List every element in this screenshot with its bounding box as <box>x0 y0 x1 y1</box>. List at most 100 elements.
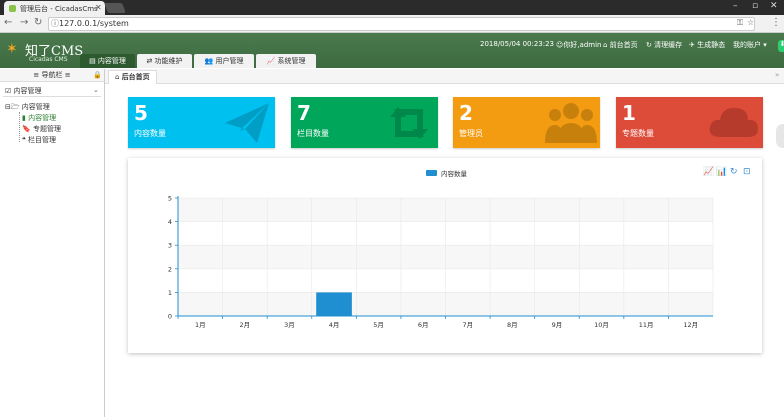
x-tick-label: 10月 <box>594 321 609 329</box>
stat-label: 栏目数量 <box>297 129 329 138</box>
x-tick-label: 6月 <box>418 321 429 329</box>
star-icon[interactable]: ☆ <box>747 18 755 27</box>
sidebar-select-label: ☑ 内容管理 <box>5 86 42 96</box>
lock-icon[interactable]: 🔒 <box>93 71 102 79</box>
side-float-button[interactable] <box>776 124 784 148</box>
refresh-icon: ↻ <box>646 41 652 49</box>
close-window-icon[interactable]: ✕ <box>770 1 778 11</box>
file-icon: ▮ <box>22 114 26 122</box>
stat-value: 5 <box>134 101 148 125</box>
tab-label: 用户管理 <box>215 57 244 65</box>
stat-value: 1 <box>622 101 636 125</box>
y-axis-labels: 0 1 2 3 4 5 <box>168 195 178 321</box>
legend-label: 内容数量 <box>441 169 468 178</box>
edit-icon: ☑ <box>5 87 12 95</box>
bar-4月[interactable] <box>316 292 352 316</box>
folder-open-icon: 🗁 <box>10 103 20 111</box>
x-tick-label: 7月 <box>462 321 473 329</box>
chart-legend[interactable]: 内容数量 <box>426 169 468 178</box>
y-tick-label: 1 <box>168 289 172 297</box>
tab-label: 功能维护 <box>154 57 183 65</box>
breadcrumb-bar <box>105 69 784 84</box>
x-tick-label: 11月 <box>639 321 654 329</box>
y-tick-label: 2 <box>168 265 172 273</box>
exchange-icon: ⇄ <box>146 57 153 65</box>
maximize-icon[interactable]: ▫ <box>752 1 759 11</box>
caret-down-icon: ▾ <box>763 41 767 49</box>
refresh-icon[interactable]: ↻ <box>730 167 738 177</box>
my-account-link[interactable]: 我的账户 ▾ <box>733 40 767 50</box>
page-info-icon[interactable]: ⓘ <box>51 19 59 28</box>
collapse-icon: ⊟ <box>5 103 11 111</box>
quote-icon: ❝ <box>22 136 26 144</box>
favicon-icon <box>9 5 16 12</box>
cloud-icon <box>709 107 758 137</box>
stat-label: 管理员 <box>459 129 483 138</box>
x-tick-label: 5月 <box>373 321 384 329</box>
line-chart-icon[interactable]: 📈 <box>703 167 715 177</box>
tree-item-content[interactable]: ▮ 内容管理 <box>22 113 56 123</box>
bar-chart-icon[interactable]: 📊 <box>716 167 728 177</box>
menu-icon[interactable]: ⋮ <box>771 17 781 28</box>
home-icon: ⌂ <box>603 41 608 49</box>
key-icon[interactable]: ⚿ <box>737 18 744 27</box>
generate-static-label: 生成静态 <box>697 41 726 49</box>
stat-box-columns[interactable]: 7 栏目数量 <box>291 97 438 148</box>
new-tab-button[interactable] <box>104 3 126 13</box>
url-input[interactable]: ⓘ 127.0.0.1/system ⚿ ☆ <box>48 17 755 31</box>
file-icon: ▤ <box>89 57 96 65</box>
close-tab-icon[interactable]: ✕ <box>95 3 102 12</box>
chart-icon: 📈 <box>266 57 276 65</box>
x-tick-label: 4月 <box>329 321 340 329</box>
back-icon[interactable]: ← <box>4 17 13 28</box>
url-text: 127.0.0.1/system <box>59 19 129 28</box>
sidebar-header: ≡ 导航栏 ≡ <box>0 69 104 82</box>
tree-item-label: 内容管理 <box>28 114 57 122</box>
browser-tab[interactable]: 管理后台 - CicadasCms ✕ <box>4 1 105 15</box>
stat-value: 2 <box>459 101 473 125</box>
chevron-down-icon[interactable]: ⌄ <box>93 86 99 94</box>
chart-bars <box>316 292 352 316</box>
home-icon: ⌂ <box>115 73 120 81</box>
user-greeting[interactable]: ☺你好,admin <box>556 40 601 50</box>
tree-root-label: 内容管理 <box>21 103 50 111</box>
stat-box-content[interactable]: 5 内容数量 <box>128 97 275 148</box>
stat-box-topics[interactable]: 1 专题数量 <box>616 97 763 148</box>
y-tick-label: 4 <box>168 218 172 226</box>
breadcrumb-tab-home[interactable]: ⌂ 后台首页 <box>108 70 157 84</box>
user-icon: ☺ <box>556 41 564 49</box>
sidebar <box>0 69 105 417</box>
logo-icon: ✶ <box>6 41 18 57</box>
header-datetime: 2018/05/04 00:23:23 <box>480 40 555 48</box>
tab-maintenance[interactable]: ⇄ 功能维护 <box>137 54 192 68</box>
tab-system[interactable]: 📈 系统管理 <box>256 54 316 68</box>
tab-content-management[interactable]: ▤ 内容管理 <box>80 54 135 68</box>
save-icon[interactable]: ⊡ <box>743 167 751 177</box>
y-tick-label: 0 <box>168 313 172 321</box>
x-tick-label: 1月 <box>195 321 206 329</box>
home-link[interactable]: ⌂ 前台首页 <box>603 40 638 50</box>
stat-label: 专题数量 <box>622 129 654 138</box>
tab-users[interactable]: 👥 用户管理 <box>194 54 254 68</box>
x-tick-label: 9月 <box>552 321 563 329</box>
tree-connector <box>19 112 21 142</box>
generate-static-link[interactable]: ✈ 生成静态 <box>689 40 725 50</box>
tab-label: 内容管理 <box>97 57 126 65</box>
tree-root[interactable]: ⊟🗁 内容管理 <box>5 102 50 114</box>
forward-icon[interactable]: → <box>20 17 29 28</box>
stat-box-admins[interactable]: 2 管理员 <box>453 97 600 148</box>
reload-icon[interactable]: ↻ <box>34 17 43 28</box>
content-count-chart: 内容数量 0 1 2 3 4 5 1月 2月 3月 4月 5月 6月 7月 8月 9月 10月 11月 12月 <box>168 169 714 329</box>
home-link-label: 前台首页 <box>609 41 638 49</box>
tree-item-topics[interactable]: 🔖 专题管理 <box>22 124 61 134</box>
download-toggle-icon[interactable]: ⬇ <box>778 40 784 52</box>
tree-item-columns[interactable]: ❝ 栏目管理 <box>22 135 56 145</box>
y-tick-label: 5 <box>168 195 172 203</box>
double-chevron-down-icon[interactable]: » <box>775 71 780 79</box>
minimize-icon[interactable]: – <box>733 1 738 11</box>
clear-cache-link[interactable]: ↻ 清理缓存 <box>646 40 682 50</box>
sidebar-module-select[interactable] <box>3 84 101 97</box>
browser-tab-strip <box>0 0 784 15</box>
clear-cache-label: 清理缓存 <box>654 41 683 49</box>
logo-text: 知了CMS <box>25 44 84 59</box>
